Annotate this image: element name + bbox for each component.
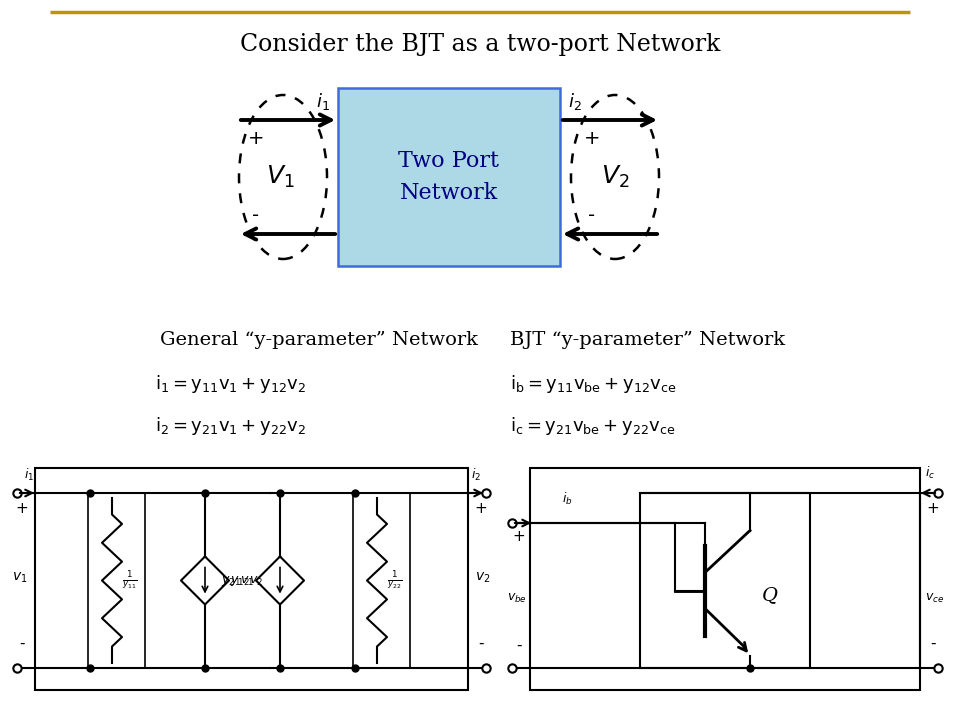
Text: General “y-parameter” Network: General “y-parameter” Network (160, 331, 478, 349)
Text: -: - (588, 207, 595, 225)
Text: $v_{be}$: $v_{be}$ (507, 592, 527, 605)
Bar (35, 468, 468, 690)
Text: $i_1$: $i_1$ (24, 467, 35, 483)
Text: $v_1$: $v_1$ (12, 570, 28, 585)
Text: $y_{21}v_1$: $y_{21}v_1$ (222, 574, 254, 588)
Text: +: + (15, 501, 29, 516)
Text: +: + (248, 128, 264, 148)
Bar (338, 88, 560, 266)
Bar (353, 493, 410, 668)
Text: -: - (930, 636, 936, 651)
Text: $i_b$: $i_b$ (562, 491, 572, 507)
Text: $\frac{1}{y_{11}}$: $\frac{1}{y_{11}}$ (122, 570, 137, 592)
Text: $i_1$: $i_1$ (316, 91, 330, 112)
Text: Consider the BJT as a two-port Network: Consider the BJT as a two-port Network (240, 34, 720, 56)
Text: $\mathrm{i_c=y_{21}v_{be} + y_{22}v_{ce}}$: $\mathrm{i_c=y_{21}v_{be} + y_{22}v_{ce}… (510, 415, 676, 437)
Text: $V_2$: $V_2$ (601, 164, 629, 190)
Text: -: - (516, 638, 521, 653)
Text: $\mathrm{i_b=y_{11}v_{be} + y_{12}v_{ce}}$: $\mathrm{i_b=y_{11}v_{be} + y_{12}v_{ce}… (510, 373, 677, 395)
Text: $\frac{1}{y_{22}}$: $\frac{1}{y_{22}}$ (387, 570, 402, 592)
Text: $y_{12}v_2$: $y_{12}v_2$ (230, 574, 264, 588)
Bar (530, 468, 920, 690)
Text: BJT “y-parameter” Network: BJT “y-parameter” Network (510, 331, 785, 349)
Bar (88, 493, 145, 668)
Bar (640, 493, 810, 668)
Text: -: - (252, 207, 259, 225)
Text: $\mathrm{i_1=y_{11}v_1 + y_{12}v_2}$: $\mathrm{i_1=y_{11}v_1 + y_{12}v_2}$ (155, 373, 306, 395)
Text: +: + (474, 501, 488, 516)
Text: +: + (584, 128, 600, 148)
Text: $i_2$: $i_2$ (568, 91, 582, 112)
Text: -: - (478, 636, 484, 651)
Text: -: - (19, 636, 25, 651)
Text: $v_2$: $v_2$ (475, 570, 491, 585)
Text: $i_2$: $i_2$ (471, 467, 481, 483)
Text: +: + (513, 529, 525, 544)
Text: $V_1$: $V_1$ (266, 164, 295, 190)
Text: $v_{ce}$: $v_{ce}$ (925, 592, 945, 605)
Text: +: + (926, 501, 940, 516)
Text: Q: Q (762, 587, 778, 605)
Text: Two Port
Network: Two Port Network (398, 150, 499, 204)
Text: $\mathrm{i_2=y_{21}v_1 + y_{22}v_2}$: $\mathrm{i_2=y_{21}v_1 + y_{22}v_2}$ (155, 415, 306, 437)
Text: $i_c$: $i_c$ (924, 465, 935, 481)
